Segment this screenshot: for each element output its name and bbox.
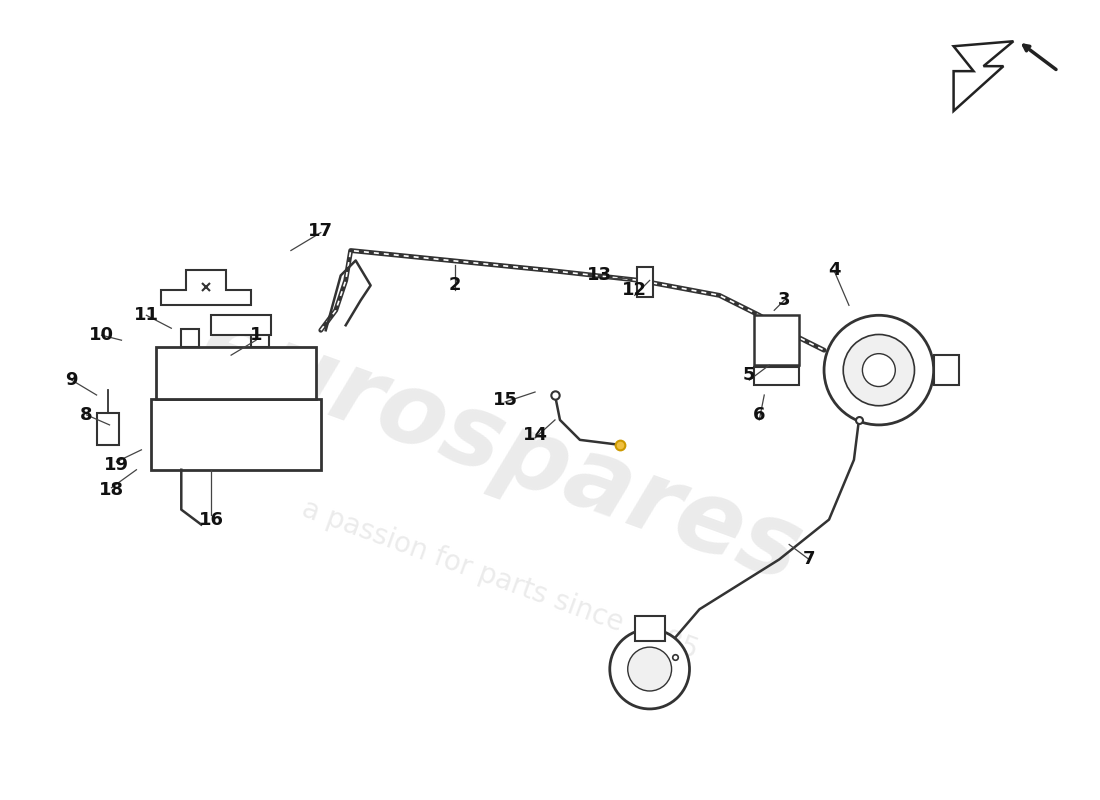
Text: 5: 5 (744, 366, 756, 384)
Bar (637, 267, 652, 298)
Text: 13: 13 (587, 266, 613, 285)
Circle shape (609, 630, 690, 709)
Text: 18: 18 (99, 481, 124, 498)
Circle shape (628, 647, 672, 691)
Text: 6: 6 (754, 406, 766, 424)
Bar (182, 329, 199, 346)
Polygon shape (954, 42, 1013, 111)
Text: 9: 9 (65, 371, 78, 389)
Circle shape (862, 354, 895, 386)
FancyBboxPatch shape (152, 398, 321, 470)
Bar (755, 315, 799, 365)
Text: 17: 17 (308, 222, 333, 239)
Text: 10: 10 (89, 326, 114, 344)
Text: 15: 15 (493, 391, 518, 409)
Bar (251, 329, 270, 346)
Text: 8: 8 (80, 406, 92, 424)
Bar (934, 355, 958, 385)
Bar (635, 616, 664, 641)
Text: 12: 12 (623, 282, 647, 299)
Text: 14: 14 (522, 426, 548, 444)
Bar (97, 413, 119, 445)
Text: 3: 3 (778, 291, 791, 310)
Bar (211, 315, 271, 335)
Circle shape (824, 315, 934, 425)
Text: 7: 7 (803, 550, 815, 569)
FancyBboxPatch shape (156, 346, 316, 398)
Text: 4: 4 (828, 262, 840, 279)
Bar (755, 367, 799, 385)
Text: a passion for parts since 1985: a passion for parts since 1985 (298, 494, 702, 664)
Text: 1: 1 (250, 326, 262, 344)
Text: 16: 16 (199, 510, 223, 529)
Polygon shape (162, 270, 251, 306)
Circle shape (844, 334, 914, 406)
Text: 19: 19 (104, 456, 129, 474)
Text: eurospares: eurospares (186, 296, 814, 603)
Text: 2: 2 (449, 276, 462, 294)
Text: 11: 11 (134, 306, 158, 324)
